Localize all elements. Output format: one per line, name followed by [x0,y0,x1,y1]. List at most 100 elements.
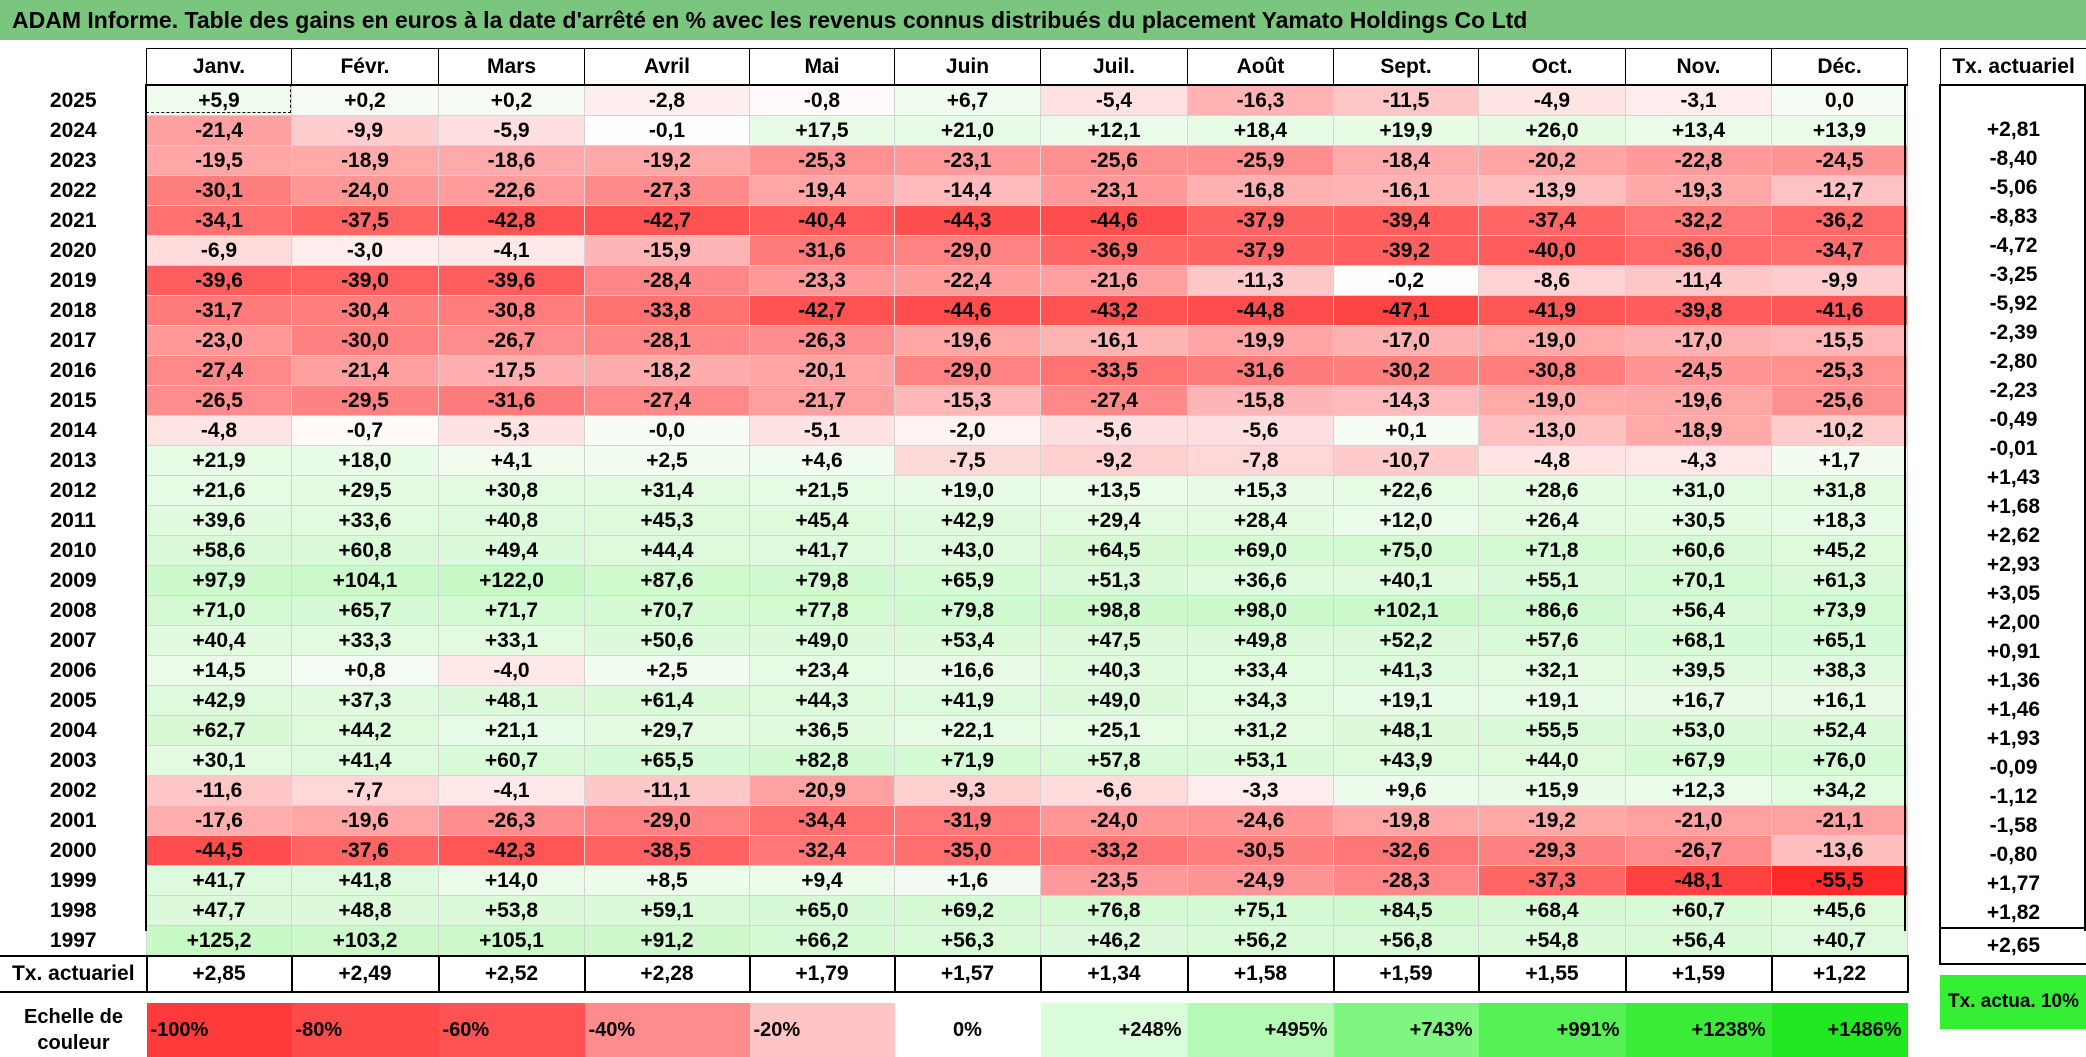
actuarial-row: +1,82 [1940,898,2086,928]
year-label: 2000 [49,839,97,862]
heatmap-cell: +75,1 [1187,895,1334,926]
heatmap-cell: -11,1 [584,775,750,806]
heatmap-cell: -16,1 [1040,325,1188,356]
table-row: 2010 +58,6 +60,8 +49,4 +44,4 +41,7 +43,0 +64,5 +… [1,535,1908,566]
actuarial-value: -5,92 [1989,292,2038,315]
scale-swatch: -40% [584,1003,750,1057]
heatmap-cell: -19,4 [749,175,895,206]
heatmap-cell: -21,7 [749,385,895,416]
year-label: 2010 [49,539,97,562]
heatmap-cell: -16,8 [1187,175,1334,206]
table-row: 1999 +41,7 +41,8 +14,0 +8,5 +9,4 +1,6 -23,5 -24,… [1,865,1908,896]
year-label: 2016 [49,359,97,382]
heatmap-cell: +52,4 [1771,715,1908,746]
actuarial-row: -1,12 [1940,782,2086,811]
heatmap-cell: +4,6 [749,445,895,476]
heatmap-cell: -11,6 [146,775,292,806]
month-header-10: Nov. [1625,48,1772,86]
heatmap-cell: -18,9 [291,145,439,176]
heatmap-cell: -36,2 [1771,205,1908,236]
scale-swatch: -20% [749,1003,895,1057]
heatmap-cell: -27,3 [584,175,750,206]
heatmap-cell: +41,9 [894,685,1041,716]
heatmap-cell: +16,6 [894,655,1041,686]
heatmap-cell: -39,0 [291,265,439,296]
heatmap-cell: +26,0 [1478,115,1626,146]
actuarial-row: +2,81 [1940,115,2086,144]
heatmap-cell: +66,2 [749,925,895,957]
heatmap-cell: -4,1 [438,235,585,266]
heatmap-cell: +41,8 [291,865,439,896]
heatmap-cell: +17,5 [749,115,895,146]
heatmap-cell: -35,0 [894,835,1041,866]
table-row: 2023 -19,5 -18,9 -18,6 -19,2 -25,3 -23,1 -25,6-… [1,145,1908,176]
year-label: 2025 [49,88,97,112]
heatmap-cell: -44,6 [1040,205,1188,236]
heatmap-cell: +0,1 [1333,415,1479,446]
table-row: 2002 -11,6 -7,7 -4,1 -11,1 -20,9 -9,3 -6,6 -3,3 +… [1,775,1908,806]
heatmap-cell: -24,0 [291,175,439,206]
heatmap-cell: -29,5 [291,385,439,416]
heatmap-cell: +31,4 [584,475,750,506]
heatmap-cell: -4,3 [1625,445,1772,476]
heatmap-cell: +31,8 [1771,475,1908,506]
heatmap-cell: +40,7 [1771,925,1908,957]
heatmap-cell: +50,6 [584,625,750,656]
heatmap-cell: +56,3 [894,925,1041,957]
heatmap-cell: -29,0 [894,235,1041,266]
heatmap-cell: +56,2 [1187,925,1334,957]
heatmap-cell: +30,1 [146,745,292,776]
heatmap-cell: -31,6 [1187,355,1334,386]
heatmap-cell: +2,5 [584,655,750,686]
heatmap-cell: -7,5 [894,445,1041,476]
heatmap-cell: +57,6 [1478,625,1626,656]
actuarial-value [1940,85,2086,115]
heatmap-cell: -18,2 [584,355,750,386]
heatmap-cell: +104,1 [291,565,439,596]
actuarial-row: -0,09 [1940,753,2086,782]
actuarial-value: +1,82 [1986,901,2041,924]
heatmap-cell: -24,5 [1771,145,1908,176]
actuarial-row: +1,68 [1940,492,2086,521]
color-scale-row: Echelle de couleur -100% -80% -60% -40% -20% 0… [1,1003,1908,1057]
heatmap-cell: +56,8 [1333,925,1479,957]
heatmap-cell: -39,8 [1625,295,1772,326]
actuarial-row: -3,25 [1940,260,2086,289]
heatmap-cell: -43,2 [1040,295,1188,326]
heatmap-cell: +86,6 [1478,595,1626,626]
heatmap-cell: -19,6 [894,325,1041,356]
footer-value: +1,22 [1770,955,1909,993]
table-row: 2019 -39,6 -39,0 -39,6 -28,4 -23,3 -22,4 -21,6-… [1,265,1908,296]
heatmap-cell: +13,9 [1771,115,1908,146]
heatmap-cell: -21,4 [146,115,292,146]
table-row: 2016 -27,4 -21,4 -17,5 -18,2 -20,1 -29,0 -33,5-… [1,355,1908,386]
heatmap-cell: -30,8 [1478,355,1626,386]
heatmap-cell: -25,3 [749,145,895,176]
heatmap-cell: -33,5 [1040,355,1188,386]
heatmap-cell: -9,2 [1040,445,1188,476]
table-row: 2018 -31,7 -30,4 -30,8 -33,8 -42,7 -44,6 -43,2-… [1,295,1908,326]
heatmap-cell: -42,3 [438,835,585,866]
table-row: 2012 +21,6 +29,5 +30,8 +31,4 +21,5 +19,0 +13,5 +… [1,475,1908,506]
actuarial-row: -2,39 [1940,318,2086,347]
actuarial-row: -5,06 [1940,173,2086,202]
heatmap-cell: -24,0 [1040,805,1188,836]
heatmap-cell: +65,1 [1771,625,1908,656]
scale-swatch: +248% [1040,1003,1188,1057]
table-row: 2013 +21,9 +18,0 +4,1 +2,5 +4,6 -7,5 -9,2 -7,8 -1… [1,445,1908,476]
heatmap-cell: +1,6 [894,865,1041,896]
year-label: 2015 [49,389,97,412]
heatmap-cell: +76,0 [1771,745,1908,776]
heatmap-cell: -23,1 [894,145,1041,176]
actuarial-value: -1,58 [1989,814,2038,837]
actuarial-row: +1,36 [1940,666,2086,695]
heatmap-cell: +29,7 [584,715,750,746]
heatmap-cell: -22,6 [438,175,585,206]
heatmap-cell: +12,3 [1625,775,1772,806]
heatmap-cell: +75,0 [1333,535,1479,566]
table-row: 2009 +97,9 +104,1 +122,0 +87,6 +79,8 +65,9 +51,… [1,565,1908,596]
heatmap-cell: -20,1 [749,355,895,386]
heatmap-cell: -21,1 [1771,805,1908,836]
actuarial-value: +1,36 [1986,669,2041,692]
actuarial-value: +1,68 [1986,495,2041,518]
